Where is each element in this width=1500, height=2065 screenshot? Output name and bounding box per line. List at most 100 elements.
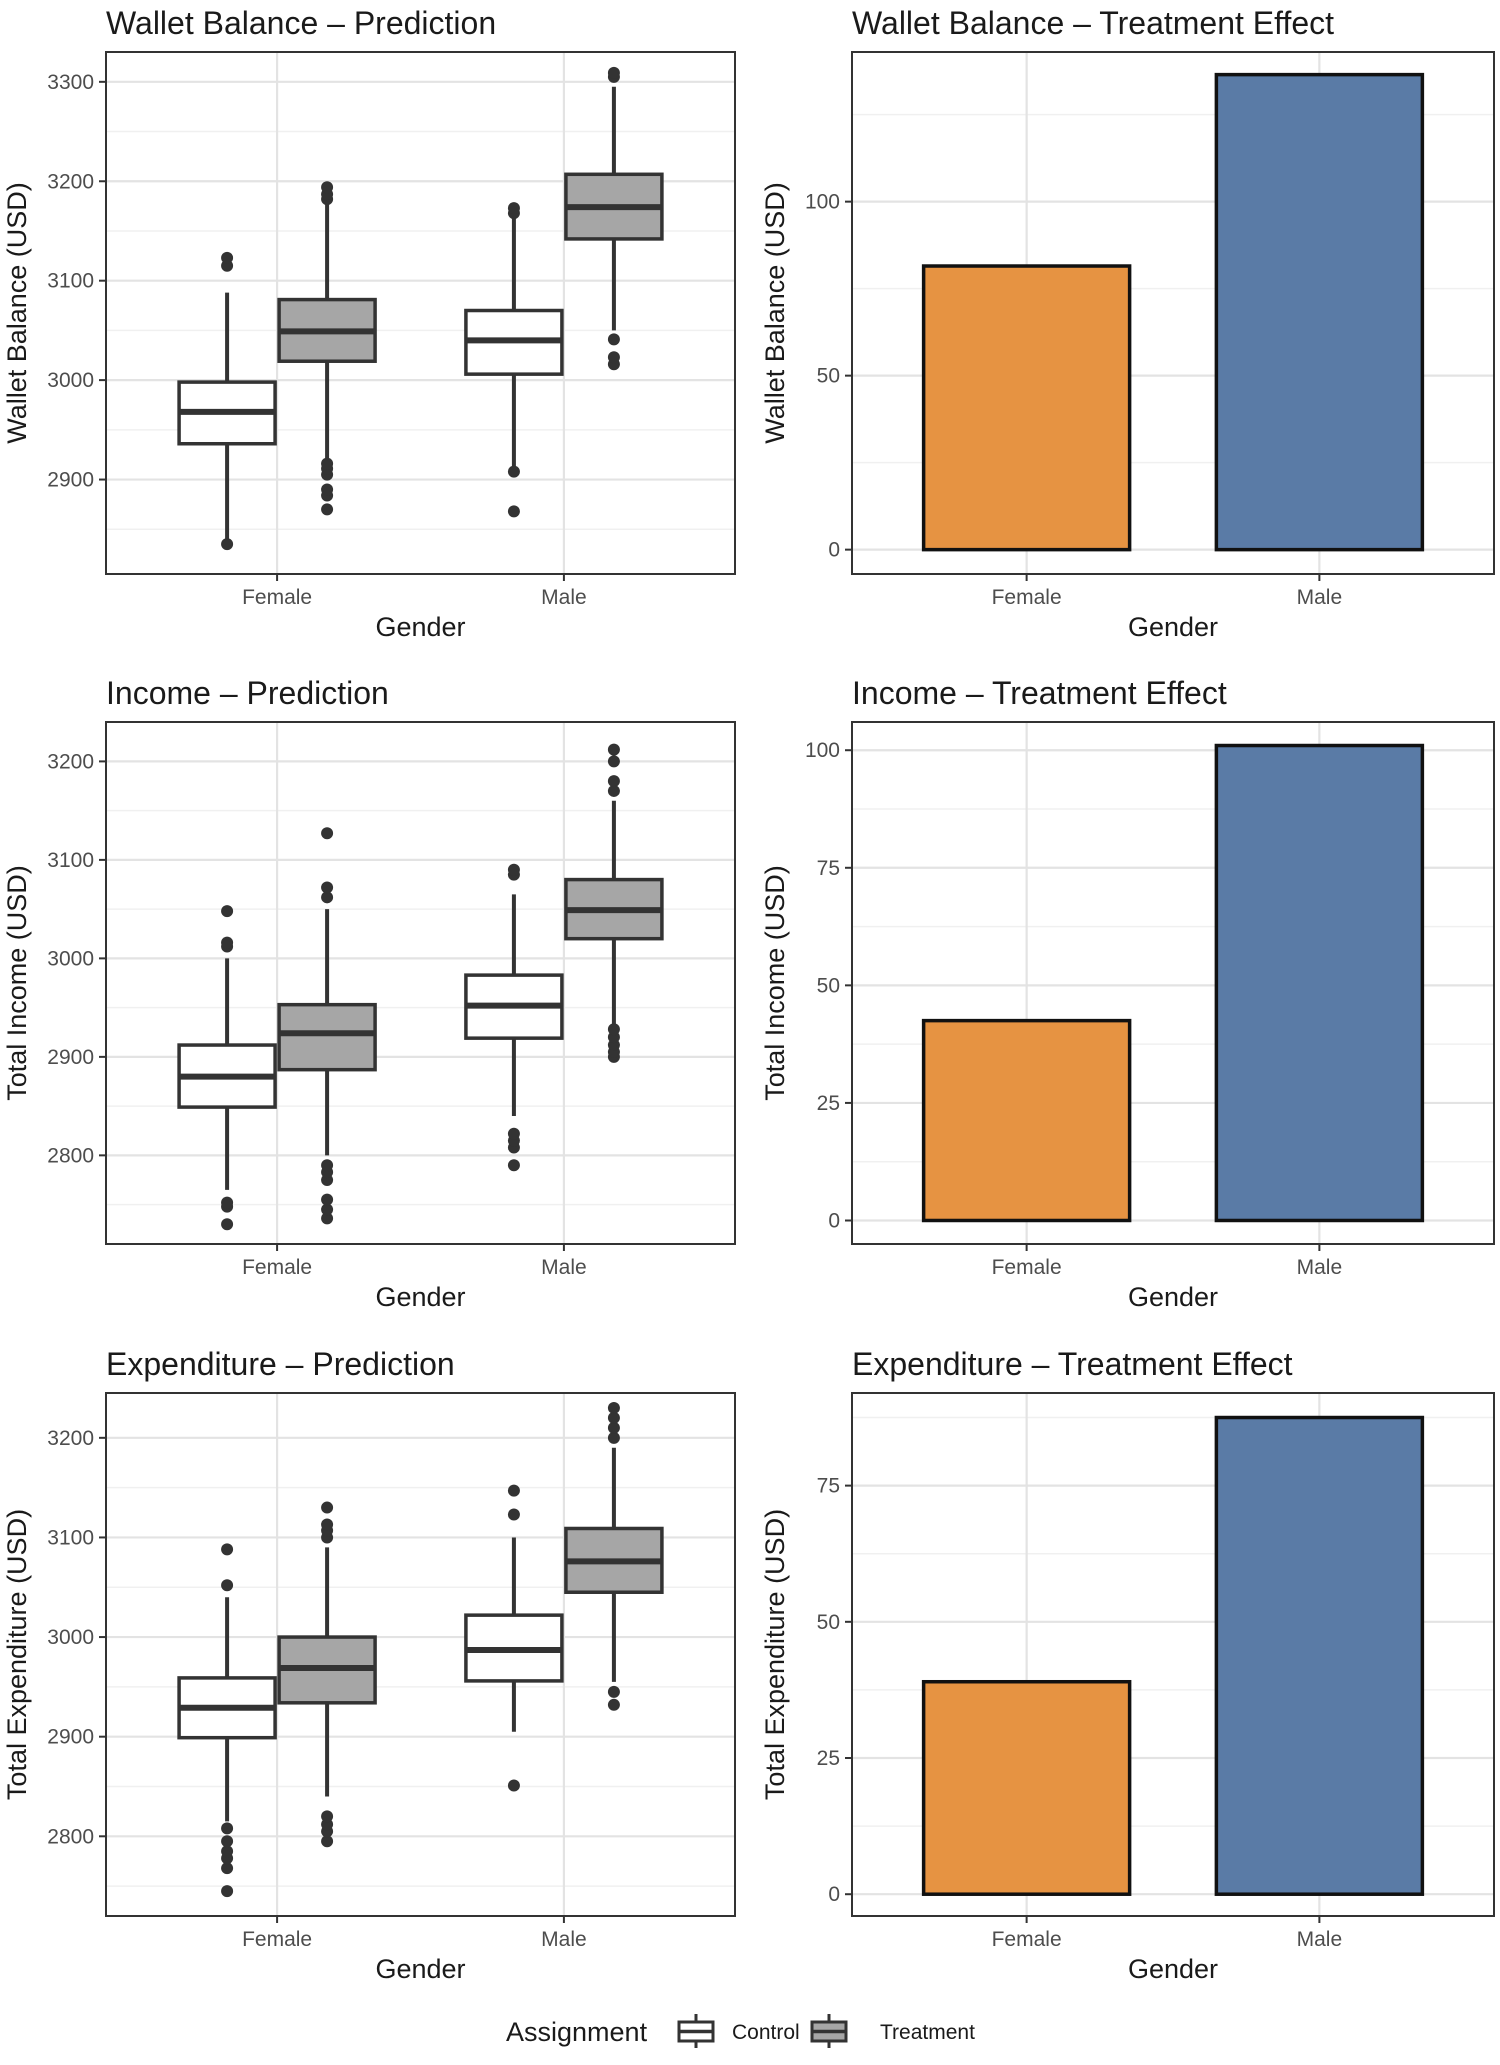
outlier-point — [607, 784, 620, 797]
y-tick-label: 2900 — [47, 469, 94, 492]
panel-border — [105, 51, 736, 575]
panel-2: 0 50 100 Female Male Wallet Balance – Treatme… — [760, 5, 1495, 642]
x-tick-label: Male — [541, 1256, 587, 1279]
outlier-point — [607, 743, 620, 756]
outlier-point — [607, 1431, 620, 1444]
outlier-point — [321, 1518, 334, 1531]
outlier-point — [321, 1203, 334, 1216]
outlier-point — [321, 503, 334, 516]
y-axis-label: Wallet Balance (USD) — [760, 182, 790, 444]
x-tick-label: Female — [242, 1256, 312, 1279]
y-tick-label: 50 — [817, 365, 840, 388]
y-tick-label: 100 — [805, 191, 840, 214]
y-tick-label: 3100 — [47, 849, 94, 872]
outlier-point — [321, 483, 334, 496]
panel-1: 2900 3000 3100 3200 3300 Female Male Wallet Bal… — [2, 5, 736, 642]
legend-key-control — [677, 2014, 715, 2048]
panel-6: 0 25 50 75 Female Male Expenditure – Treatment… — [760, 1346, 1495, 1984]
panel-3: 2800 2900 3000 3100 3200 Female Male Income – P… — [2, 675, 736, 1312]
panel-border — [851, 721, 1495, 1245]
panel-title: Wallet Balance – Prediction — [106, 5, 496, 41]
y-tick-label: 3000 — [47, 369, 94, 392]
outlier-point — [607, 775, 620, 788]
panel-title: Income – Prediction — [106, 675, 389, 711]
x-axis-label: Gender — [375, 1954, 465, 1984]
bar-female — [921, 264, 1132, 552]
outlier-point — [507, 1127, 520, 1140]
y-tick-label: 3000 — [47, 947, 94, 970]
x-tick-label: Male — [1297, 1256, 1343, 1279]
legend-label-control: Control — [732, 2021, 800, 2044]
bar-male — [1214, 743, 1425, 1223]
legend-label-treatment: Treatment — [880, 2021, 975, 2044]
y-axis-label: Total Income (USD) — [760, 865, 790, 1101]
outlier-point — [507, 1779, 520, 1792]
box-treatment-female — [277, 181, 377, 516]
y-tick-label: 0 — [828, 1883, 840, 1906]
y-tick-label: 100 — [805, 739, 840, 762]
box-treatment-male — [564, 66, 664, 371]
outlier-point — [221, 538, 234, 551]
x-axis-label: Gender — [375, 612, 465, 642]
box-control-female — [177, 1543, 277, 1898]
outlier-point — [607, 1698, 620, 1711]
panel-border — [105, 1392, 736, 1917]
x-tick-label: Female — [992, 1928, 1062, 1951]
x-tick-label: Male — [541, 1928, 587, 1951]
outlier-point — [607, 1411, 620, 1424]
outlier-point — [607, 1023, 620, 1036]
outlier-point — [321, 1193, 334, 1206]
box-control-male — [464, 1484, 564, 1792]
outlier-point — [507, 1484, 520, 1497]
y-tick-label: 50 — [817, 1611, 840, 1634]
outlier-point — [321, 891, 334, 904]
box-control-male — [464, 202, 564, 518]
bar-male — [1214, 1415, 1425, 1896]
panel-5: 2800 2900 3000 3100 3200 Female Male Expenditur… — [2, 1346, 736, 1984]
y-tick-label: 3300 — [47, 71, 94, 94]
legend-title: Assignment — [506, 2017, 648, 2047]
bar-male — [1214, 72, 1425, 552]
x-axis-label: Gender — [1128, 1954, 1218, 1984]
plot-background — [106, 722, 735, 1244]
box-treatment-male — [564, 743, 664, 1063]
plot-background — [106, 52, 735, 574]
outlier-point — [607, 1401, 620, 1414]
outlier-point — [507, 505, 520, 518]
outlier-point — [321, 1810, 334, 1823]
panel-border — [105, 721, 736, 1245]
x-tick-label: Female — [242, 586, 312, 609]
y-tick-label: 25 — [817, 1092, 840, 1115]
outlier-point — [607, 351, 620, 364]
panel-title: Wallet Balance – Treatment Effect — [852, 5, 1334, 41]
outlier-point — [321, 457, 334, 470]
panel-title: Expenditure – Prediction — [106, 1346, 455, 1382]
box-control-female — [177, 251, 277, 551]
y-tick-label: 2800 — [47, 1825, 94, 1848]
outlier-point — [607, 1685, 620, 1698]
outlier-point — [321, 881, 334, 894]
box-body — [277, 1002, 377, 1072]
x-axis-label: Gender — [375, 1282, 465, 1312]
box-treatment-female — [277, 1501, 377, 1848]
outlier-point — [221, 251, 234, 264]
outlier-point — [507, 202, 520, 215]
bar-female — [921, 1018, 1132, 1223]
y-axis-label: Wallet Balance (USD) — [2, 182, 32, 444]
outlier-point — [321, 1159, 334, 1172]
outlier-point — [321, 1501, 334, 1514]
y-tick-label: 2800 — [47, 1144, 94, 1167]
y-tick-label: 3100 — [47, 270, 94, 293]
x-tick-label: Male — [1297, 586, 1343, 609]
legend: Assignment Control Treatment — [506, 2014, 975, 2048]
y-tick-label: 2900 — [47, 1726, 94, 1749]
panel-border — [851, 1392, 1495, 1917]
y-tick-label: 75 — [817, 1475, 840, 1498]
x-tick-label: Male — [1297, 1928, 1343, 1951]
outlier-point — [221, 905, 234, 918]
panel-title: Expenditure – Treatment Effect — [852, 1346, 1293, 1382]
y-tick-label: 3000 — [47, 1626, 94, 1649]
outlier-point — [221, 1543, 234, 1556]
y-tick-label: 0 — [828, 539, 840, 562]
